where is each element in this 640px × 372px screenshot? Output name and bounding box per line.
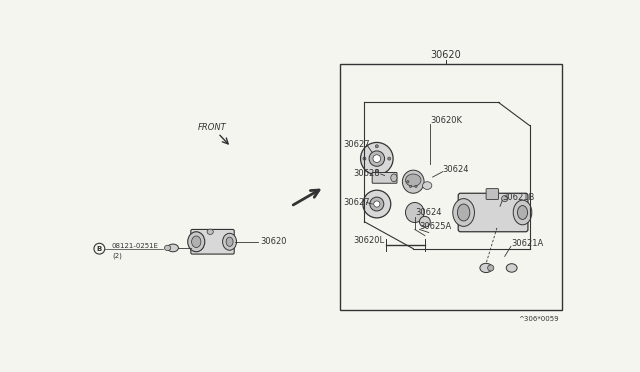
Ellipse shape [223,233,237,250]
Text: 30624: 30624 [415,208,442,217]
Ellipse shape [422,182,432,189]
Ellipse shape [391,174,397,182]
Text: 30621A: 30621A [511,239,543,248]
Text: 30620K: 30620K [430,116,462,125]
Text: 30627: 30627 [344,140,370,149]
Text: 30620: 30620 [431,51,461,60]
Text: 30627: 30627 [344,198,370,207]
Text: (2): (2) [113,252,122,259]
Text: 30625A: 30625A [419,222,452,231]
Bar [340,64,562,310]
FancyBboxPatch shape [372,173,397,183]
Text: 30620: 30620 [260,237,286,246]
Ellipse shape [458,204,470,221]
FancyBboxPatch shape [458,193,528,232]
Ellipse shape [388,157,391,160]
Ellipse shape [410,185,412,187]
Ellipse shape [374,201,380,207]
Ellipse shape [369,151,385,166]
Ellipse shape [164,245,171,251]
Ellipse shape [226,237,233,246]
Ellipse shape [518,206,527,219]
Ellipse shape [370,197,384,211]
Ellipse shape [406,174,421,186]
Ellipse shape [452,199,474,226]
Text: 08121-0251E: 08121-0251E [111,243,158,249]
Ellipse shape [406,180,409,183]
Text: 30620L: 30620L [353,237,384,246]
Ellipse shape [191,236,201,247]
Ellipse shape [375,145,378,148]
Ellipse shape [363,157,366,160]
Ellipse shape [506,264,517,272]
Ellipse shape [403,170,424,193]
Text: 30621B: 30621B [502,193,535,202]
FancyBboxPatch shape [191,230,234,254]
Ellipse shape [488,265,494,271]
Ellipse shape [480,263,492,273]
Ellipse shape [415,185,417,187]
Text: 30624: 30624 [443,165,469,174]
Text: 30628: 30628 [353,170,380,179]
Ellipse shape [406,202,424,222]
Ellipse shape [373,155,381,163]
Ellipse shape [363,190,391,218]
Ellipse shape [375,169,378,173]
Ellipse shape [168,244,179,252]
Text: B: B [97,246,102,252]
FancyBboxPatch shape [486,189,499,199]
Text: ^306*0059: ^306*0059 [518,316,559,322]
Ellipse shape [188,232,205,252]
Text: FRONT: FRONT [198,123,227,132]
Ellipse shape [419,217,430,227]
Ellipse shape [513,200,532,225]
Ellipse shape [502,196,508,202]
Ellipse shape [207,229,213,234]
Ellipse shape [360,142,393,175]
